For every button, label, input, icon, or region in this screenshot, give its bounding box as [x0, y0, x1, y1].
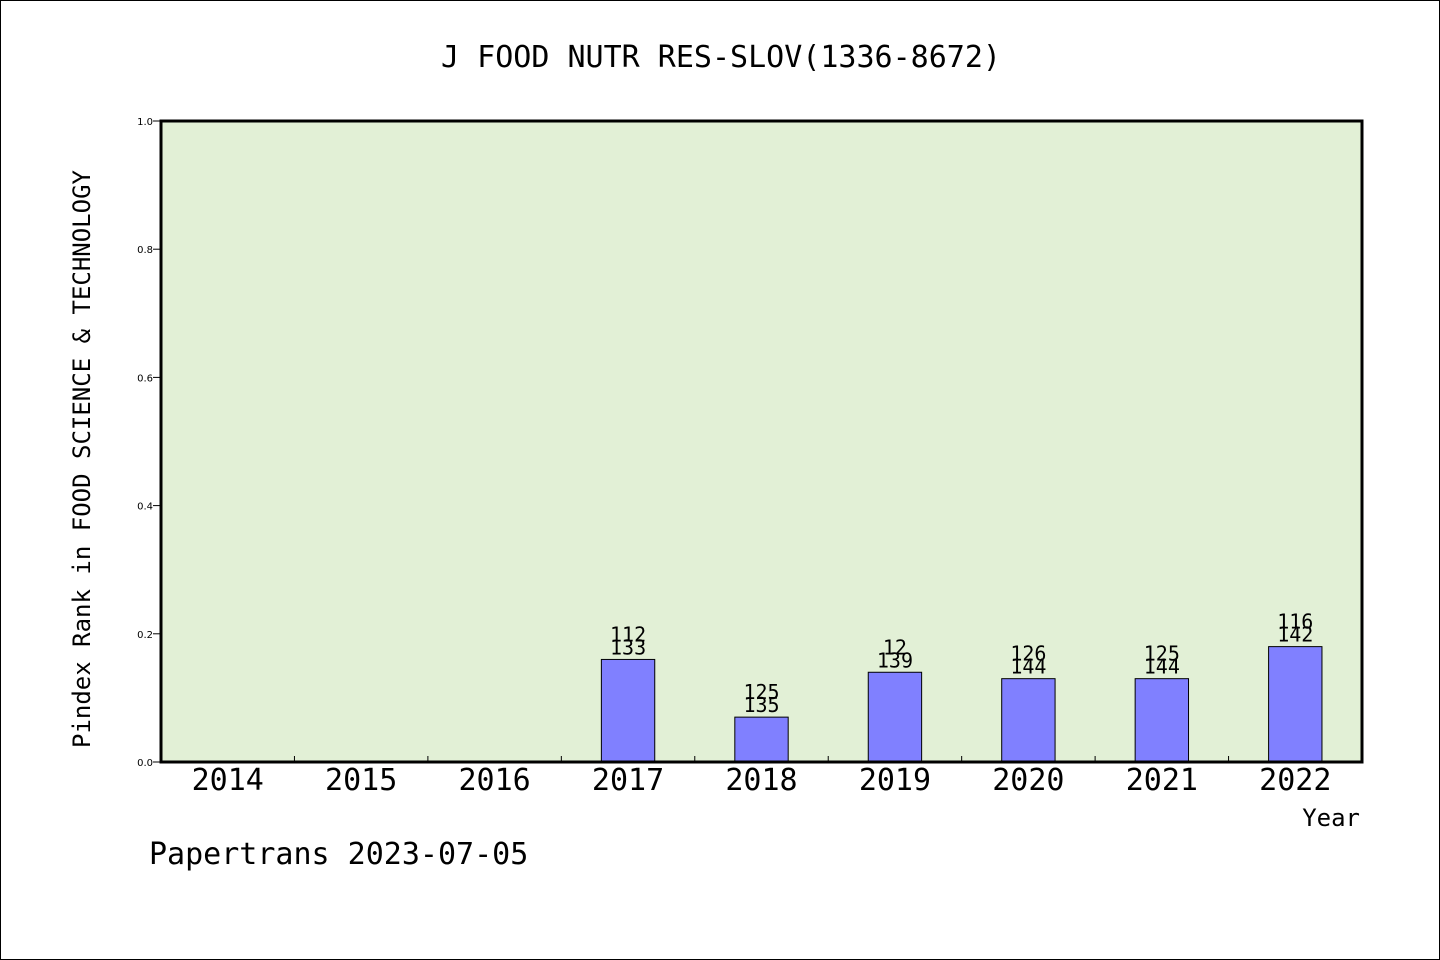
x-tick-label: 2017 [592, 763, 664, 798]
y-tick-label: 0.8 [137, 245, 153, 256]
bar-2019 [867, 671, 923, 763]
x-tick-label: 2018 [725, 763, 797, 798]
x-axis-label: Year [1302, 804, 1360, 832]
plot-area [161, 121, 1362, 762]
bar-rank-label: 12 [883, 635, 907, 659]
y-tick-label: 0.6 [137, 373, 153, 384]
bar-rank-label: 126 [1010, 642, 1046, 666]
x-tick-label: 2014 [192, 763, 264, 798]
bar-total-label: 139 [877, 648, 913, 672]
y-tick-label: 1.0 [137, 117, 153, 128]
x-axis: 2014 2015 2016 2017 2018 2019 2020 2021 2022 [192, 756, 1331, 798]
bar-total-label: 144 [1144, 655, 1180, 679]
bar-rank-label: 116 [1277, 610, 1313, 634]
bar-2021 [1134, 678, 1190, 763]
x-tick-label: 2015 [325, 763, 397, 798]
bar-rank-label: 125 [1144, 642, 1180, 666]
bar-total-label: 142 [1277, 623, 1313, 647]
bar-total-label: 144 [1010, 655, 1046, 679]
bar-total-label: 133 [610, 635, 646, 659]
bar-rank-label: 112 [610, 622, 646, 646]
bar-rank-label: 125 [743, 680, 779, 704]
x-tick-label: 2022 [1259, 763, 1331, 798]
y-axis-label: Pindex Rank in FOOD SCIENCE & TECHNOLOGY [68, 169, 96, 748]
bar-total-label: 135 [743, 693, 779, 717]
x-tick-label: 2021 [1126, 763, 1198, 798]
chart-title: J FOOD NUTR RES-SLOV(1336-8672) [441, 40, 1001, 75]
x-tick-label: 2019 [859, 763, 931, 798]
x-tick-label: 2016 [458, 763, 530, 798]
y-tick-label: 0.4 [137, 502, 153, 513]
x-tick-label: 2020 [992, 763, 1064, 798]
plot-border [159, 119, 1364, 764]
bars-group [600, 646, 1323, 763]
bar-2018 [734, 716, 789, 763]
bar-2017 [600, 658, 656, 763]
footer-credit: Papertrans 2023-07-05 [149, 837, 528, 872]
y-tick-label: 0.0 [137, 758, 153, 769]
y-tick-label: 0.2 [137, 630, 153, 641]
y-axis: 0.0 0.2 0.4 0.6 0.8 1.0 [137, 117, 161, 769]
bar-2020 [1001, 678, 1056, 763]
bar-2022 [1268, 646, 1323, 763]
